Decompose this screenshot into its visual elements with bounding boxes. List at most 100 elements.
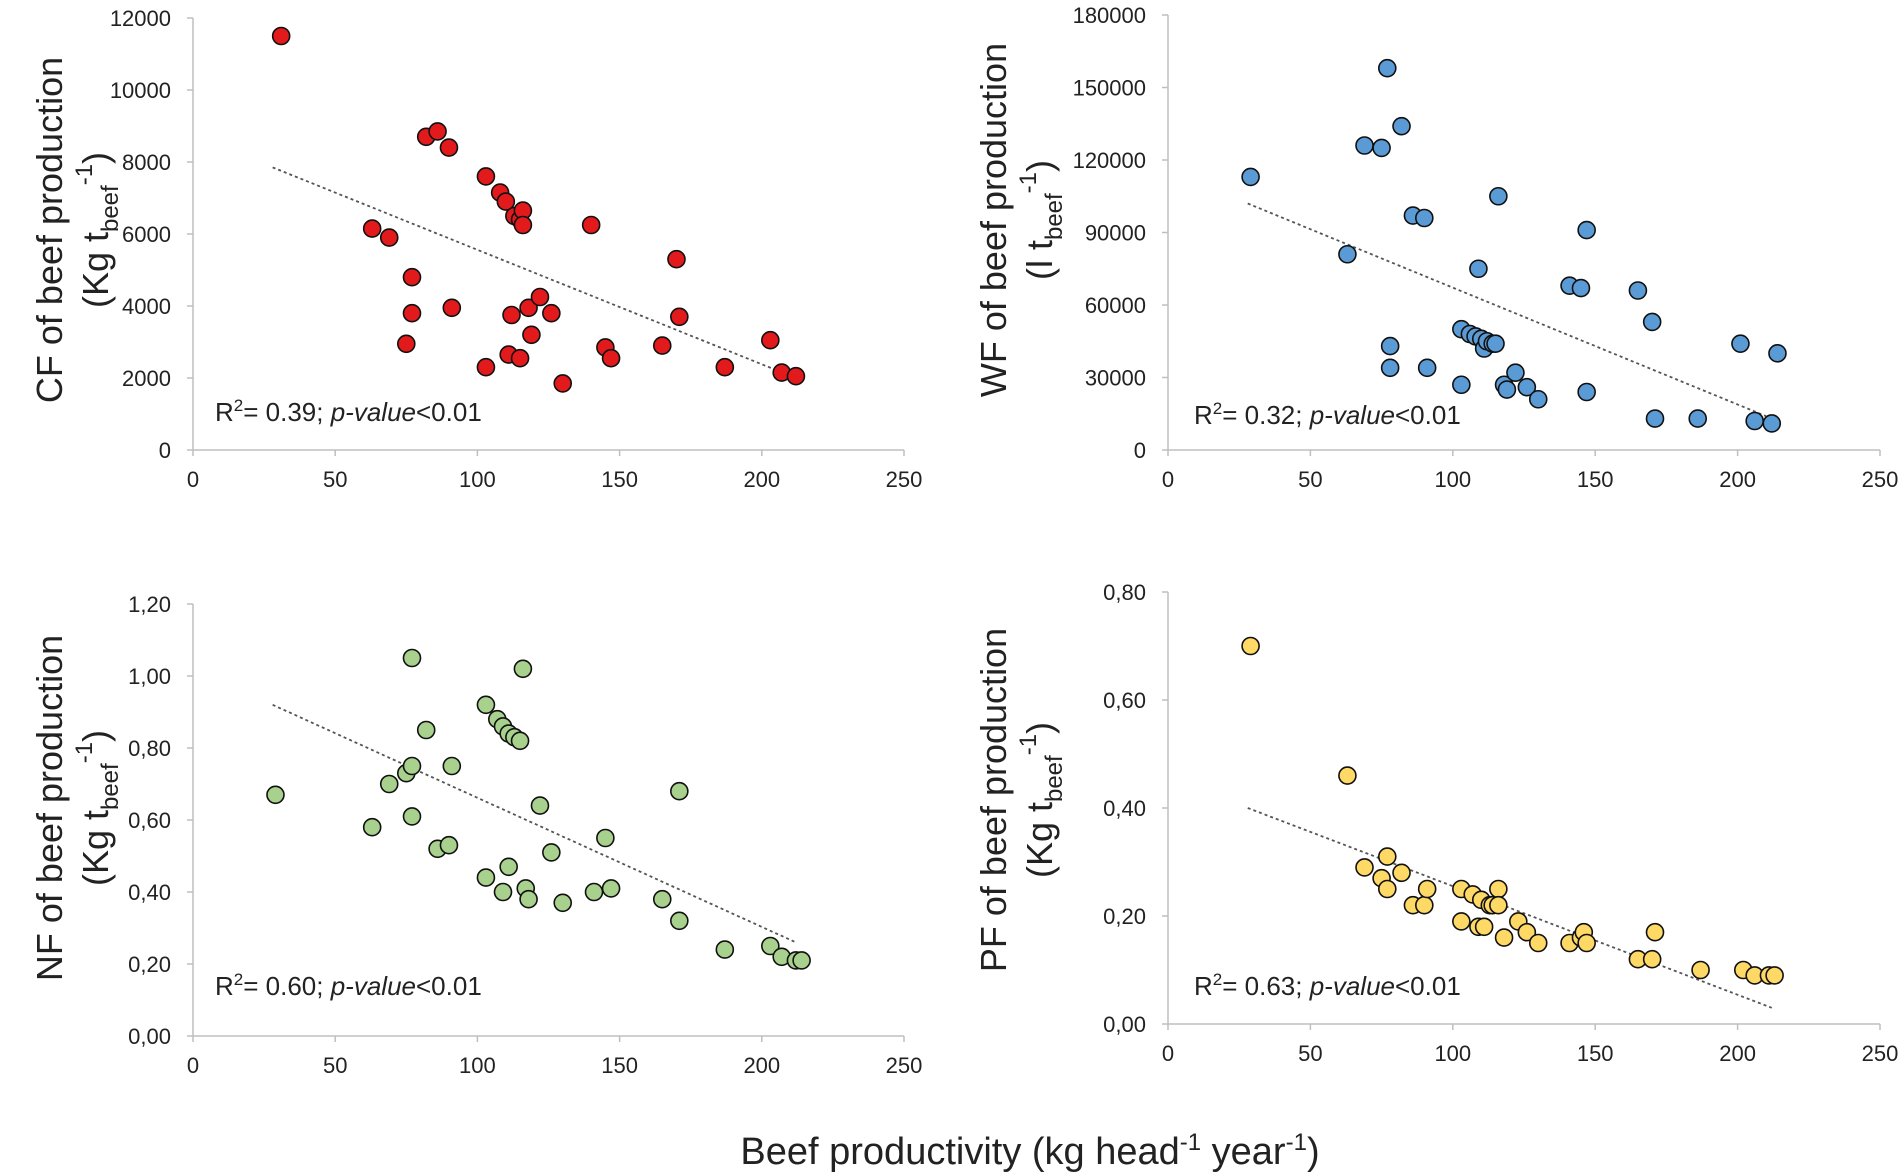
wf-data-point — [1506, 363, 1525, 382]
cf-data-point — [476, 167, 496, 186]
nf-ylabel: NF of beef production — [29, 635, 70, 981]
cf-data-point — [542, 303, 561, 323]
cf-y-tick-label: 12000 — [110, 6, 171, 31]
cf-scatter-panel: CF of beef production (Kg tbeef-1) R2= 0… — [29, 6, 922, 492]
nf-data-point — [379, 774, 399, 794]
shared-x-axis-title: Beef productivity (kg head-1 year-1) — [740, 1129, 1319, 1173]
pf-data-point — [1377, 879, 1397, 899]
pf-ylabel-unit: (Kg tbeef-1) — [1015, 722, 1068, 878]
nf-data-point — [513, 659, 533, 679]
pf-data-point — [1452, 912, 1471, 931]
wf-data-point — [1768, 344, 1787, 363]
wf-data-point — [1489, 186, 1508, 206]
cf-x-tick-label: 100 — [459, 467, 496, 492]
cf-data-point — [652, 336, 672, 355]
wf-x-tick-label: 250 — [1862, 467, 1899, 492]
nf-y-tick-label: 0,20 — [128, 952, 171, 977]
pf-y-tick-label: 0,20 — [1103, 904, 1146, 929]
pf-data-point — [1642, 949, 1662, 969]
cf-data-point — [271, 26, 291, 46]
pf-data-point — [1338, 766, 1357, 785]
cf-x-tick-label: 50 — [323, 467, 347, 492]
pf-data-point — [1415, 895, 1434, 915]
nf-data-point — [493, 882, 513, 902]
wf-data-point — [1469, 259, 1488, 279]
cf-data-point — [581, 215, 601, 235]
cf-data-point — [553, 374, 573, 393]
wf-data-point — [1571, 278, 1591, 298]
cf-data-point — [442, 298, 462, 318]
nf-data-point — [584, 882, 604, 902]
nf-y-tick-label: 0,80 — [128, 736, 171, 761]
cf-data-point — [510, 348, 530, 368]
nf-data-point — [510, 731, 530, 751]
wf-data-point — [1528, 389, 1548, 409]
nf-data-point — [792, 951, 811, 970]
nf-y-tick-label: 0,00 — [128, 1024, 171, 1049]
wf-data-point — [1577, 220, 1596, 240]
wf-data-point — [1642, 312, 1662, 332]
nf-x-tick-label: 250 — [886, 1053, 923, 1078]
nf-r-squared-annotation: R2= 0.60; p-value<0.01 — [215, 970, 482, 1001]
nf-data-point — [499, 857, 518, 877]
nf-data-point — [416, 720, 436, 740]
nf-y-tick-label: 1,20 — [128, 592, 171, 617]
nf-data-point — [442, 756, 462, 776]
pf-y-tick-label: 0,80 — [1103, 580, 1146, 605]
wf-scatter-panel: WF of beef production (l tbeef-1) R2= 0.… — [973, 3, 1898, 492]
pf-data-point — [1691, 960, 1710, 980]
wf-x-tick-label: 100 — [1434, 467, 1471, 492]
nf-x-tick-label: 50 — [323, 1053, 347, 1078]
nf-data-point — [476, 868, 496, 887]
nf-x-tick-label: 100 — [459, 1053, 496, 1078]
pf-x-tick-label: 150 — [1577, 1041, 1614, 1066]
cf-data-point — [715, 357, 735, 377]
cf-ylabel: CF of beef production — [29, 57, 70, 403]
cf-x-tick-label: 200 — [743, 467, 780, 492]
nf-data-point — [439, 835, 459, 855]
nf-data-point — [266, 785, 285, 805]
cf-data-point — [402, 267, 422, 287]
wf-data-point — [1380, 336, 1400, 356]
pf-ylabel: PF of beef production — [973, 628, 1014, 972]
cf-y-tick-label: 8000 — [122, 150, 171, 175]
nf-x-tick-label: 0 — [187, 1053, 199, 1078]
cf-data-point — [379, 228, 399, 247]
nf-trendline — [272, 703, 797, 944]
pf-x-tick-label: 0 — [1162, 1041, 1174, 1066]
wf-ylabel-unit: (l tbeef-1) — [1015, 160, 1068, 280]
cf-y-tick-label: 10000 — [110, 78, 171, 103]
nf-data-point — [553, 893, 573, 913]
wf-data-point — [1452, 375, 1471, 395]
pf-data-point — [1377, 847, 1397, 866]
cf-y-tick-label: 4000 — [122, 294, 171, 319]
cf-data-point — [439, 138, 459, 157]
nf-y-tick-label: 1,00 — [128, 664, 171, 689]
cf-data-point — [667, 249, 686, 269]
cf-y-tick-label: 6000 — [122, 222, 171, 247]
pf-r-squared-annotation: R2= 0.63; p-value<0.01 — [1194, 970, 1461, 1001]
wf-data-point — [1731, 334, 1750, 353]
wf-x-tick-label: 200 — [1719, 467, 1756, 492]
pf-x-tick-label: 200 — [1719, 1041, 1756, 1066]
pf-scatter-panel: PF of beef production (Kg tbeef-1) R2= 0… — [973, 580, 1898, 1066]
nf-data-point — [362, 817, 382, 837]
cf-data-point — [402, 303, 422, 323]
wf-data-point — [1645, 409, 1665, 428]
nf-data-point — [402, 807, 422, 826]
pf-data-point — [1417, 879, 1437, 899]
cf-x-tick-label: 150 — [601, 467, 638, 492]
wf-y-tick-label: 120000 — [1073, 148, 1146, 173]
pf-x-tick-label: 250 — [1862, 1041, 1899, 1066]
cf-x-tick-label: 0 — [187, 467, 199, 492]
nf-data-point — [542, 843, 561, 862]
cf-data-point — [396, 334, 416, 354]
nf-data-point — [530, 796, 550, 815]
wf-y-tick-label: 150000 — [1073, 76, 1146, 101]
cf-data-point — [476, 357, 496, 377]
wf-data-point — [1415, 208, 1434, 228]
pf-data-point — [1577, 933, 1596, 953]
pf-x-tick-label: 100 — [1434, 1041, 1471, 1066]
cf-data-point — [428, 122, 447, 141]
